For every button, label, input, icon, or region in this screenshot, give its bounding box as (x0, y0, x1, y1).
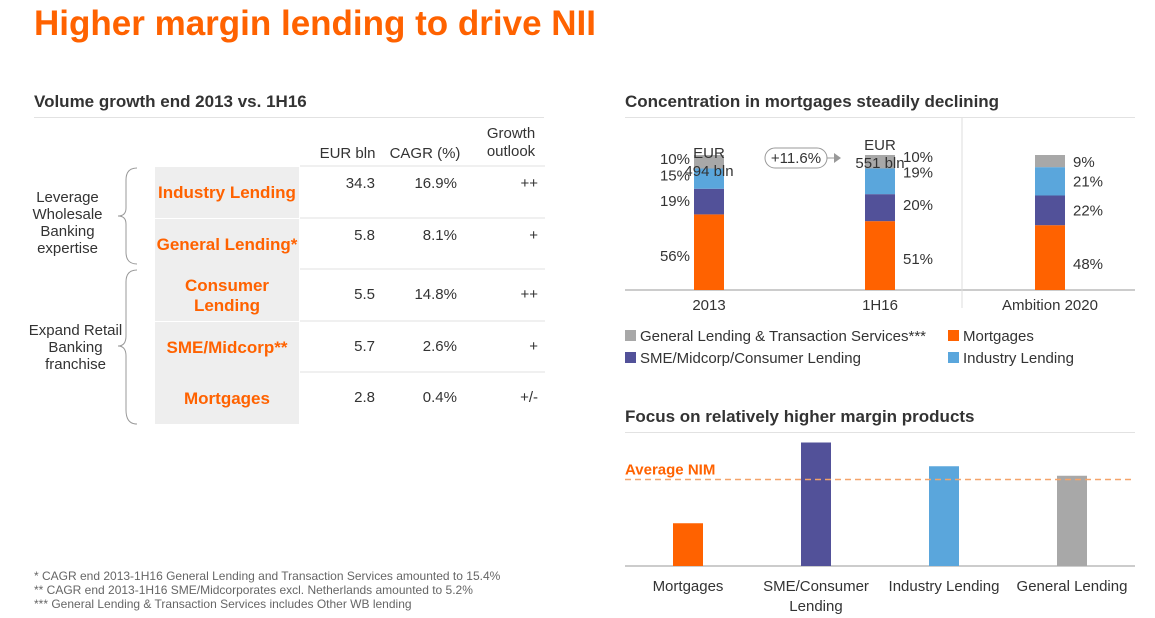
bar-segment (865, 155, 895, 169)
data-label: 19% (903, 165, 933, 182)
x-tick-label: Ambition 2020 (1002, 297, 1098, 314)
total-label-line1: EUR (864, 137, 896, 154)
data-label: 48% (1073, 256, 1103, 273)
brace-retail (117, 269, 138, 425)
footnote-1: * CAGR end 2013-1H16 General Lending and… (34, 569, 501, 583)
col-header-cagr: CAGR (%) (389, 145, 461, 162)
data-label: 21% (1073, 173, 1103, 190)
legend-label: Industry Lending (963, 350, 1074, 367)
data-label: 10% (903, 149, 933, 166)
divider (625, 432, 1135, 433)
x-tick-label: SME/Consumer (763, 578, 869, 595)
volume-growth-title: Volume growth end 2013 vs. 1H16 (34, 92, 307, 111)
legend-swatch (948, 352, 959, 363)
x-tick-label: General Lending (1017, 578, 1128, 595)
data-label: 22% (1073, 202, 1103, 219)
growth-label: +11.6% (771, 150, 821, 167)
brace-wholesale (117, 167, 138, 265)
footnote-3: *** General Lending & Transaction Servic… (34, 597, 412, 611)
data-label: 19% (660, 193, 690, 210)
cell-outlook: + (529, 227, 538, 244)
bar-segment (1035, 225, 1065, 290)
bar-segment (865, 168, 895, 195)
bar (929, 466, 959, 566)
row-label: Industry Lending (155, 167, 299, 218)
col-header-eur: EUR bln (319, 145, 376, 162)
cell-outlook: + (529, 338, 538, 355)
col-header-outlook: Growth outlook (486, 125, 536, 160)
cell-cagr: 2.6% (422, 338, 457, 355)
bar-segment (1035, 195, 1065, 226)
group-label-retail: Expand Retail Banking franchise (28, 322, 123, 373)
data-label: 10% (660, 151, 690, 168)
cell-cagr: 14.8% (414, 286, 457, 303)
bar-segment (694, 155, 724, 169)
bar (801, 442, 831, 566)
x-tick-label: Mortgages (653, 578, 724, 595)
row-label: General Lending* (155, 219, 299, 270)
legend-label: General Lending & Transaction Services**… (640, 328, 926, 345)
bar-segment (694, 168, 724, 189)
legend-swatch (948, 330, 959, 341)
bar-segment (694, 188, 724, 215)
divider (34, 117, 544, 118)
row-label: SME/Midcorp** (155, 322, 299, 373)
divider (625, 117, 1135, 118)
bar-segment (694, 214, 724, 290)
cell-outlook: ++ (520, 175, 538, 192)
x-tick-label: Industry Lending (889, 578, 1000, 595)
total-label-line2: 494 bln (684, 163, 733, 180)
group-label-wholesale: Leverage Wholesale Banking expertise (32, 189, 103, 257)
nim-chart-title: Focus on relatively higher margin produc… (625, 407, 975, 426)
cell-eur: 5.7 (354, 338, 375, 355)
average-nim-label: Average NIM (625, 462, 715, 479)
cell-outlook: +/- (520, 389, 538, 406)
data-label: 56% (660, 248, 690, 265)
x-tick-label: 2013 (692, 297, 725, 314)
concentration-chart-title: Concentration in mortgages steadily decl… (625, 92, 1000, 111)
bar (673, 523, 703, 566)
data-label: 20% (903, 197, 933, 214)
footnote-2: ** CAGR end 2013-1H16 SME/Midcorporates … (34, 583, 473, 597)
row-label: Mortgages (155, 373, 299, 424)
total-label-line2: 551 bln (855, 155, 904, 172)
bar-segment (1035, 167, 1065, 196)
cell-eur: 5.5 (354, 286, 375, 303)
cell-cagr: 16.9% (414, 175, 457, 192)
bar-segment (865, 194, 895, 222)
x-tick-label: Lending (789, 598, 842, 615)
cell-cagr: 8.1% (422, 227, 457, 244)
data-label: 51% (903, 251, 933, 268)
row-label: Consumer Lending (155, 270, 299, 321)
bar-segment (865, 221, 895, 290)
bar (1057, 475, 1087, 566)
total-label-line1: EUR (693, 145, 725, 162)
data-label: 9% (1073, 154, 1095, 171)
page-title: Higher margin lending to drive NII (34, 4, 596, 43)
x-tick-label: 1H16 (862, 297, 898, 314)
cell-cagr: 0.4% (422, 389, 457, 406)
legend-label: SME/Midcorp/Consumer Lending (640, 350, 861, 367)
growth-arrow-head (834, 153, 841, 163)
data-label: 15% (660, 168, 690, 185)
legend-swatch (625, 330, 636, 341)
cell-eur: 34.3 (345, 175, 375, 192)
cell-outlook: ++ (520, 286, 538, 303)
cell-eur: 5.8 (354, 227, 375, 244)
bar-segment (1035, 155, 1065, 168)
cell-eur: 2.8 (354, 389, 375, 406)
legend-swatch (625, 352, 636, 363)
legend-label: Mortgages (963, 328, 1034, 345)
